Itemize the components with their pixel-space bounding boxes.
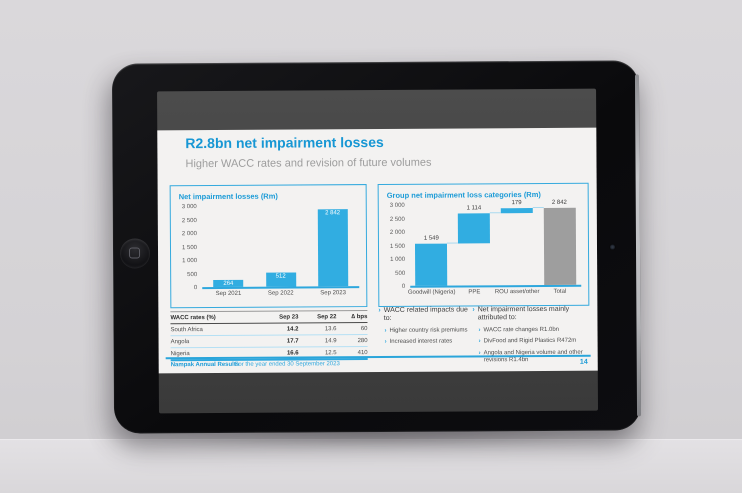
slide-title: R2.8bn net impairment losses bbox=[185, 133, 384, 152]
chart-title: Group net impairment loss categories (Rm… bbox=[386, 189, 541, 200]
sub-bullet-text: Higher country risk premiums bbox=[389, 327, 468, 334]
x-axis-label: Sep 2021 bbox=[215, 290, 242, 297]
sub-bullet-list: › Higher country risk premiums › Increased … bbox=[384, 327, 472, 347]
chevron-bullet-icon: › bbox=[384, 327, 387, 334]
y-tick-label: 3 000 bbox=[389, 202, 405, 209]
sub-bullet-text: Increased interest rates bbox=[389, 338, 453, 346]
table-cell: 280 bbox=[357, 337, 368, 344]
table-cell: 14.9 bbox=[324, 337, 337, 344]
y-tick-label: 2 000 bbox=[389, 229, 405, 236]
sub-bullet-list: › WACC rate changes R1.0bn › DivFood and Ri… bbox=[478, 326, 589, 365]
slide-subtitle: Higher WACC rates and revision of future… bbox=[185, 156, 432, 171]
sub-bullet-item: › Angola and Nigeria volume and other rev… bbox=[479, 349, 590, 365]
y-tick-label: 500 bbox=[395, 270, 406, 277]
y-tick-label: 1 500 bbox=[389, 243, 406, 250]
x-axis-label: Sep 2022 bbox=[267, 290, 294, 297]
y-tick-label: 2 500 bbox=[181, 217, 197, 224]
y-tick-label: 2 500 bbox=[389, 216, 405, 223]
table-row: Nigeria 16.6 12.5 410 bbox=[170, 347, 368, 362]
chevron-bullet-icon: › bbox=[472, 306, 475, 314]
plot-area: 1 549 Goodwill (Nigeria) 1 114 PPE 179 ROU as… bbox=[408, 200, 582, 296]
bullet-heading: WACC related impacts due to: bbox=[383, 306, 468, 323]
table-header-cell: Sep 22 bbox=[317, 313, 337, 320]
bar-value-label: 512 bbox=[275, 273, 286, 280]
table-cell: South Africa bbox=[170, 326, 203, 333]
bar-chart: 0 500 1 000 1 500 2 000 2 500 3 000 264 Sep 2021… bbox=[178, 204, 362, 304]
table-header-cell: Sep 23 bbox=[279, 313, 299, 321]
presentation-slide: R2.8bn net impairment losses Higher WACC… bbox=[157, 127, 598, 374]
waterfall-connector bbox=[447, 242, 459, 244]
wacc-table: WACC rates (%) Sep 23 Sep 22 ∆ bps South Afr… bbox=[170, 310, 368, 362]
bar-value-label: 2 842 bbox=[325, 210, 341, 217]
table-cell: 13.6 bbox=[324, 325, 337, 332]
y-axis-labels: 0 500 1 000 1 500 2 000 2 500 3 000 bbox=[178, 204, 201, 292]
x-axis-label: Sep 2023 bbox=[320, 290, 346, 297]
x-axis-label: Total bbox=[553, 288, 567, 295]
footer-period: For the year ended 30 September 2023 bbox=[234, 361, 340, 368]
sub-bullet-item: › DivFood and Rigid Plastics R472m bbox=[479, 338, 590, 346]
plot-area: 264 Sep 2021 512 Sep 2022 2 842 Sep 2023 bbox=[201, 205, 360, 297]
bullet-heading-row: › WACC related impacts due to: bbox=[378, 306, 472, 323]
floor-surface bbox=[0, 439, 742, 493]
bar-value-label: 264 bbox=[223, 280, 234, 287]
chevron-bullet-icon: › bbox=[384, 339, 387, 346]
table-cell: 60 bbox=[360, 325, 368, 332]
y-tick-label: 1 000 bbox=[182, 258, 198, 265]
y-axis-labels: 0 500 1 000 1 500 2 000 2 500 3 000 bbox=[386, 202, 409, 290]
sub-bullet-item: › Higher country risk premiums bbox=[384, 327, 472, 335]
chevron-bullet-icon: › bbox=[478, 327, 481, 334]
waterfall-connector bbox=[532, 207, 544, 209]
y-tick-label: 3 000 bbox=[181, 204, 197, 211]
chevron-bullet-icon: › bbox=[478, 350, 481, 357]
tablet-screen: R2.8bn net impairment losses Higher WACC… bbox=[157, 88, 599, 414]
sub-bullet-text: Angola and Nigeria volume and other revi… bbox=[483, 349, 583, 364]
chart-bar: 2 842 bbox=[317, 209, 349, 287]
bullets-wacc-impacts: › WACC related impacts due to: › Higher c… bbox=[378, 306, 472, 346]
chart-bar: 264 bbox=[213, 279, 244, 287]
footer-brand: Nampak Annual Results bbox=[170, 361, 240, 369]
tablet-metal-edge bbox=[634, 74, 642, 417]
tablet-device: R2.8bn net impairment losses Higher WACC… bbox=[111, 60, 642, 434]
waterfall-chart: 0 500 1 000 1 500 2 000 2 500 3 000 1 549 Goodwi… bbox=[386, 200, 584, 303]
y-tick-label: 500 bbox=[187, 271, 198, 278]
waterfall-connector bbox=[489, 212, 501, 214]
chart-bar: 179 bbox=[500, 200, 533, 214]
front-camera-icon bbox=[609, 244, 616, 250]
y-tick-label: 0 bbox=[193, 285, 198, 292]
home-button-icon bbox=[128, 247, 141, 259]
chart-bar: 2 842 bbox=[543, 200, 576, 285]
chart-bar: 512 bbox=[265, 272, 296, 287]
y-tick-label: 1 500 bbox=[181, 244, 198, 251]
loss-categories-chart-panel: Group net impairment loss categories (Rm… bbox=[377, 182, 590, 307]
y-tick-label: 2 000 bbox=[181, 231, 197, 238]
chart-bar: 1 114 bbox=[457, 205, 491, 244]
table-cell: 14.2 bbox=[286, 325, 299, 333]
sub-bullet-item: › Increased interest rates bbox=[385, 339, 473, 347]
page-number: 14 bbox=[579, 358, 588, 366]
table-header-row: WACC rates (%) Sep 23 Sep 22 ∆ bps bbox=[170, 310, 368, 325]
chart-title: Net impairment losses (Rm) bbox=[178, 191, 278, 202]
table-header-cell: WACC rates (%) bbox=[170, 314, 216, 321]
y-tick-label: 0 bbox=[401, 283, 406, 290]
table-cell: 17.7 bbox=[286, 337, 299, 345]
sub-bullet-item: › WACC rate changes R1.0bn bbox=[478, 326, 589, 334]
chart-bar: 1 549 bbox=[415, 236, 448, 286]
y-tick-label: 1 000 bbox=[390, 256, 406, 263]
home-button[interactable] bbox=[119, 238, 151, 269]
sub-bullet-text: WACC rate changes R1.0bn bbox=[483, 326, 560, 334]
chevron-bullet-icon: › bbox=[478, 338, 481, 345]
sub-bullet-text: DivFood and Rigid Plastics R472m bbox=[483, 338, 577, 345]
x-axis-label: Goodwill (Nigeria) bbox=[407, 289, 456, 296]
bar-value-label: 2 842 bbox=[551, 200, 567, 207]
x-axis-label: ROU asset/other bbox=[494, 289, 540, 296]
x-axis-label: PPE bbox=[468, 289, 481, 296]
table-header-cell: ∆ bps bbox=[351, 313, 368, 320]
bullet-heading: Net impairment losses mainly attributed … bbox=[477, 305, 570, 322]
bullet-heading-row: › Net impairment losses mainly attribute… bbox=[472, 306, 589, 323]
table-cell: Angola bbox=[170, 338, 190, 345]
chevron-bullet-icon: › bbox=[378, 306, 381, 314]
net-impairment-chart-panel: Net impairment losses (Rm) 0 500 1 000 1 50… bbox=[169, 184, 368, 309]
